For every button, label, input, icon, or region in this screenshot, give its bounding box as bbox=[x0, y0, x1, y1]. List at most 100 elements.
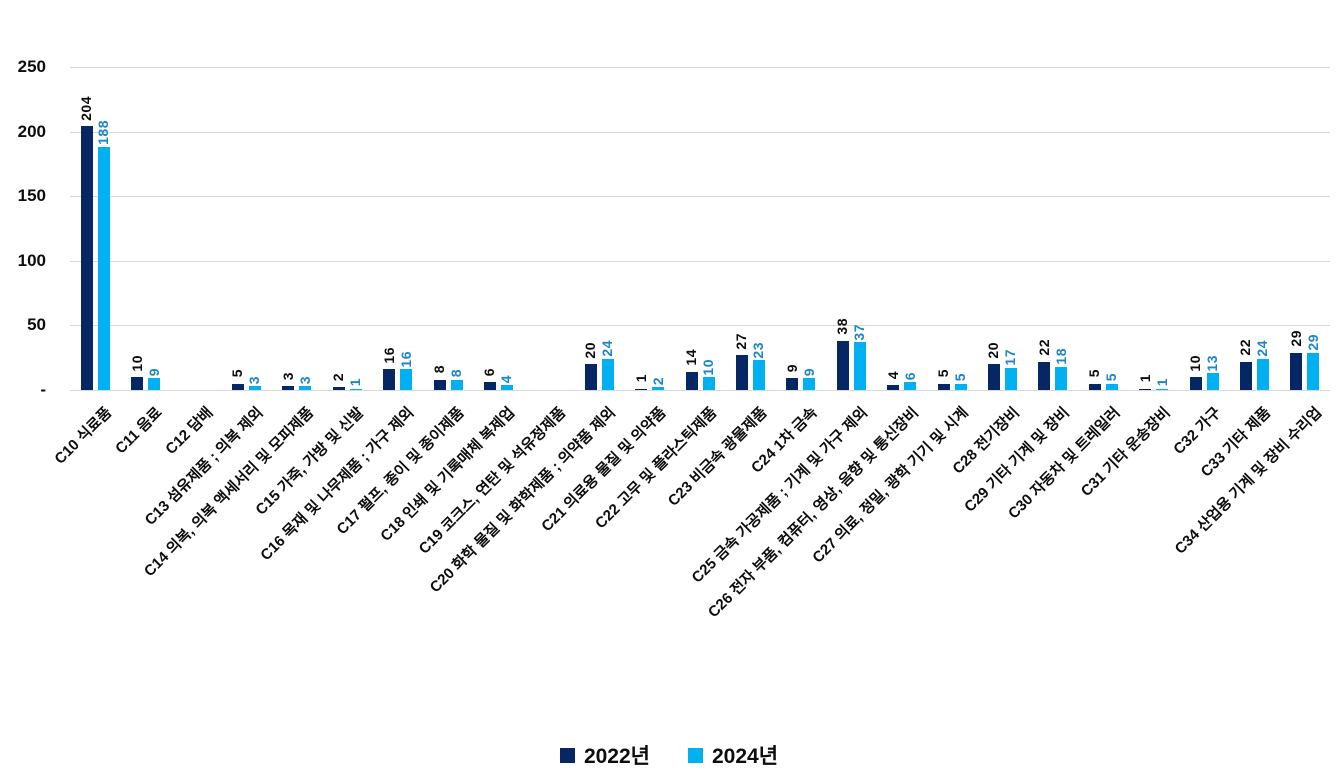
value-label-2024년: 23 bbox=[750, 341, 767, 359]
bar-2024년 bbox=[1206, 373, 1219, 390]
bar-2024년 bbox=[904, 382, 917, 390]
value-label-2022년: 20 bbox=[985, 341, 1002, 359]
value-label-2022년: 2 bbox=[330, 373, 347, 382]
category-label: C20 화학 물질 및 화학제품 ; 의약품 제외 bbox=[426, 404, 620, 597]
y-axis-tick-label: 100 bbox=[17, 250, 46, 270]
bar-2024년 bbox=[1105, 383, 1118, 390]
category-label: C10 식료품 bbox=[51, 404, 116, 468]
value-label-2022년: 5 bbox=[1086, 369, 1103, 378]
bar-2024년 bbox=[1307, 352, 1320, 390]
value-label-2022년: 27 bbox=[733, 332, 750, 350]
bar-2022년 bbox=[131, 377, 144, 390]
gridline bbox=[70, 325, 1330, 327]
bar-2022년 bbox=[433, 379, 446, 390]
value-label-2024년: 3 bbox=[246, 375, 263, 385]
value-label-2024년: 188 bbox=[95, 120, 112, 146]
bar-2022년 bbox=[282, 386, 295, 390]
bar-2024년 bbox=[1256, 359, 1269, 390]
bar-2022년 bbox=[887, 384, 900, 390]
bar-2022년 bbox=[584, 364, 597, 390]
value-label-2024년: 8 bbox=[448, 369, 464, 378]
bar-2022년 bbox=[332, 387, 345, 390]
value-label-2022년: 38 bbox=[834, 318, 851, 335]
legend-item-2022: 2022년 bbox=[559, 740, 650, 770]
y-axis-tick-label: 200 bbox=[17, 121, 46, 141]
bar-2024년 bbox=[601, 359, 614, 390]
bar-2024년 bbox=[97, 147, 110, 390]
bar-2022년 bbox=[635, 388, 648, 390]
value-label-2024년: 18 bbox=[1052, 348, 1069, 365]
bar-2024년 bbox=[500, 384, 513, 390]
gridline bbox=[70, 67, 1330, 68]
value-label-2022년: 1 bbox=[632, 374, 649, 383]
value-label-2022년: 22 bbox=[1035, 339, 1052, 356]
category-label: C31 기타 운송장비 bbox=[1077, 404, 1174, 500]
bar-2022년 bbox=[1189, 377, 1202, 390]
bar-2022년 bbox=[937, 383, 950, 390]
y-axis-tick-label: - bbox=[40, 380, 46, 399]
value-label-2024년: 1 bbox=[1153, 378, 1170, 387]
bar-2024년 bbox=[1055, 366, 1068, 390]
value-label-2024년: 6 bbox=[901, 371, 918, 381]
bar-2022년 bbox=[836, 340, 849, 390]
value-label-2024년: 4 bbox=[498, 374, 515, 383]
value-label-2024년: 17 bbox=[1002, 349, 1019, 367]
plot-area: 204 188 10 9 5 3 3 3 2 1 16 16 8 8 6 4 20 24 1 2 14 10 27 23 9 9 3… bbox=[70, 67, 1330, 391]
y-axis-tick-label: 50 bbox=[27, 315, 46, 335]
gridline bbox=[70, 131, 1330, 133]
value-label-2022년: 3 bbox=[279, 371, 296, 381]
value-label-2022년: 5 bbox=[935, 369, 951, 378]
value-label-2022년: 5 bbox=[229, 369, 246, 378]
value-label-2024년: 13 bbox=[1204, 354, 1220, 372]
gridline bbox=[70, 196, 1330, 198]
value-label-2022년: 16 bbox=[380, 346, 397, 364]
value-label-2024년: 5 bbox=[1103, 373, 1120, 382]
value-label-2024년: 29 bbox=[1304, 333, 1321, 351]
value-label-2022년: 8 bbox=[431, 365, 447, 374]
value-label-2024년: 5 bbox=[952, 373, 968, 382]
value-label-2022년: 6 bbox=[481, 367, 498, 377]
bar-2024년 bbox=[299, 386, 312, 390]
bar-2024년 bbox=[954, 383, 967, 390]
value-label-2022년: 29 bbox=[1287, 329, 1304, 347]
bar-2022년 bbox=[1139, 388, 1152, 390]
value-label-2022년: 22 bbox=[1237, 339, 1254, 356]
bar-2022년 bbox=[483, 382, 496, 390]
bar-2024년 bbox=[349, 388, 362, 390]
value-label-2024년: 9 bbox=[800, 368, 817, 377]
value-label-2024년: 1 bbox=[347, 378, 364, 387]
value-label-2022년: 9 bbox=[783, 364, 800, 373]
value-label-2022년: 10 bbox=[128, 354, 145, 372]
value-label-2022년: 204 bbox=[78, 95, 95, 121]
legend-label-2022: 2022년 bbox=[583, 745, 650, 768]
value-label-2024년: 2 bbox=[649, 377, 666, 386]
bar-2022년 bbox=[80, 126, 93, 390]
bar-2024년 bbox=[702, 377, 715, 390]
value-label-2022년: 4 bbox=[884, 370, 901, 379]
value-label-2024년: 9 bbox=[145, 368, 162, 377]
legend-label-2024: 2024년 bbox=[712, 745, 779, 768]
bar-2022년 bbox=[987, 364, 1000, 390]
bar-2022년 bbox=[1088, 383, 1101, 390]
legend-item-2024: 2024년 bbox=[688, 740, 778, 770]
value-label-2022년: 10 bbox=[1187, 354, 1203, 372]
y-axis-tick-label: 150 bbox=[17, 186, 46, 206]
bar-2022년 bbox=[1239, 361, 1252, 390]
bar-2024년 bbox=[400, 369, 413, 390]
bar-2024년 bbox=[752, 360, 765, 390]
value-label-2024년: 37 bbox=[851, 323, 868, 341]
bar-2022년 bbox=[1290, 352, 1303, 390]
legend-swatch-2022 bbox=[559, 747, 575, 763]
value-label-2024년: 24 bbox=[1254, 340, 1271, 357]
legend: 2022년 2024년 bbox=[0, 740, 1338, 770]
bar-2024년 bbox=[1004, 368, 1017, 390]
bar-2022년 bbox=[735, 355, 748, 390]
value-label-2022년: 20 bbox=[582, 341, 599, 359]
bar-2024년 bbox=[248, 386, 261, 390]
category-label: C11 음료 bbox=[112, 404, 166, 458]
gridline bbox=[70, 390, 1330, 391]
bar-2022년 bbox=[786, 378, 799, 390]
value-label-2022년: 1 bbox=[1136, 374, 1153, 383]
value-label-2024년: 16 bbox=[397, 350, 414, 368]
